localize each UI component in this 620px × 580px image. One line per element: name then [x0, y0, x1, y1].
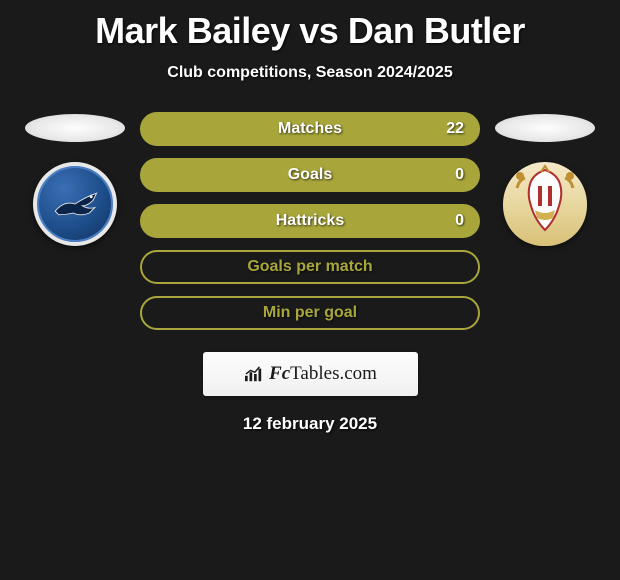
stat-value-right: 0 — [455, 166, 464, 184]
stat-row: Min per goal — [140, 296, 480, 330]
stat-row: Hattricks 0 — [140, 204, 480, 238]
stat-rows: Matches 22 Goals 0 Hattricks 0 Goals per match… — [140, 112, 480, 330]
stat-label: Matches — [278, 120, 342, 138]
stat-label: Goals — [288, 166, 332, 184]
stat-value-right: 22 — [446, 120, 464, 138]
subtitle: Club competitions, Season 2024/2025 — [0, 64, 620, 82]
page-title: Mark Bailey vs Dan Butler — [0, 0, 620, 52]
chart-icon — [243, 365, 265, 383]
crest-icon — [505, 164, 585, 244]
stat-label: Min per goal — [263, 304, 357, 322]
stat-label: Goals per match — [247, 258, 372, 276]
comparison-area: Matches 22 Goals 0 Hattricks 0 Goals per match… — [0, 112, 620, 330]
stat-value-right: 0 — [455, 212, 464, 230]
stat-row: Goals 0 — [140, 158, 480, 192]
stat-row: Goals per match — [140, 250, 480, 284]
right-player-avatar — [495, 114, 595, 142]
right-player-column — [490, 112, 600, 246]
bird-icon — [48, 184, 102, 224]
brand-text: FcTables.com — [269, 363, 377, 385]
stat-label: Hattricks — [276, 212, 344, 230]
left-player-avatar — [25, 114, 125, 142]
right-club-badge — [503, 162, 587, 246]
brand-suffix: Tables.com — [290, 363, 377, 384]
stat-row: Matches 22 — [140, 112, 480, 146]
left-player-column — [20, 112, 130, 246]
brand-logo: FcTables.com — [203, 352, 418, 396]
date-text: 12 february 2025 — [0, 414, 620, 434]
brand-prefix: Fc — [269, 363, 290, 384]
left-club-badge — [33, 162, 117, 246]
